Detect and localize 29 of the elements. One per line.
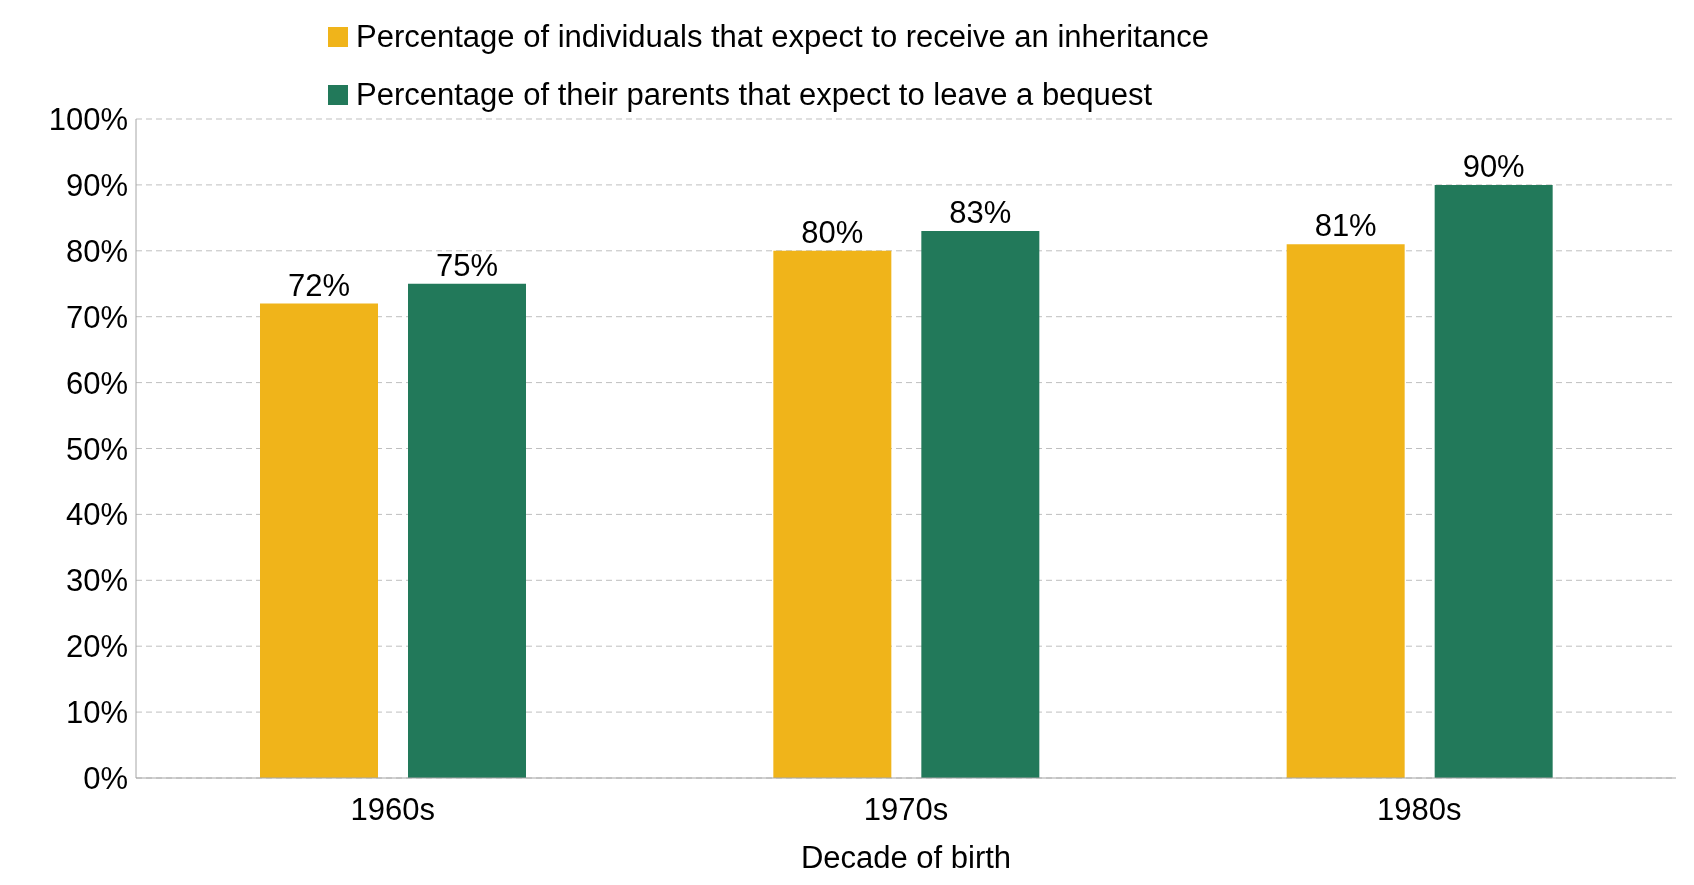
data-label: 81%: [1314, 208, 1377, 244]
data-label: 83%: [949, 195, 1012, 231]
data-label: 80%: [801, 214, 864, 250]
y-tick-label: 90%: [65, 167, 128, 203]
data-label: 90%: [1462, 148, 1525, 184]
x-axis-title: Decade of birth: [800, 840, 1012, 875]
bar: [1434, 184, 1553, 778]
y-tick-label: 80%: [65, 233, 128, 269]
bar: [921, 231, 1040, 778]
y-tick-label: 60%: [65, 365, 128, 401]
y-tick-label: 20%: [65, 629, 128, 665]
x-tick-label: 1980s: [1377, 792, 1462, 828]
bar: [773, 250, 892, 778]
x-tick-label: 1960s: [350, 792, 435, 828]
y-tick-label: 40%: [65, 497, 128, 533]
legend-label: Percentage of individuals that expect to receive an inheritance: [356, 19, 1210, 55]
x-tick-label: 1970s: [863, 792, 949, 828]
bar: [1286, 244, 1405, 778]
y-tick-label: 100%: [48, 102, 128, 138]
data-label: 72%: [287, 267, 351, 303]
bar: [260, 303, 378, 778]
y-tick-label: 50%: [65, 431, 128, 467]
legend-label: Percentage of their parents that expect to leave a bequest: [356, 77, 1153, 113]
bar: [408, 283, 526, 778]
data-label: 75%: [435, 247, 499, 283]
y-tick-label: 30%: [65, 563, 128, 599]
y-tick-label: 10%: [65, 695, 128, 731]
y-tick-label: 70%: [65, 299, 128, 335]
y-tick-label: 0%: [83, 761, 128, 797]
